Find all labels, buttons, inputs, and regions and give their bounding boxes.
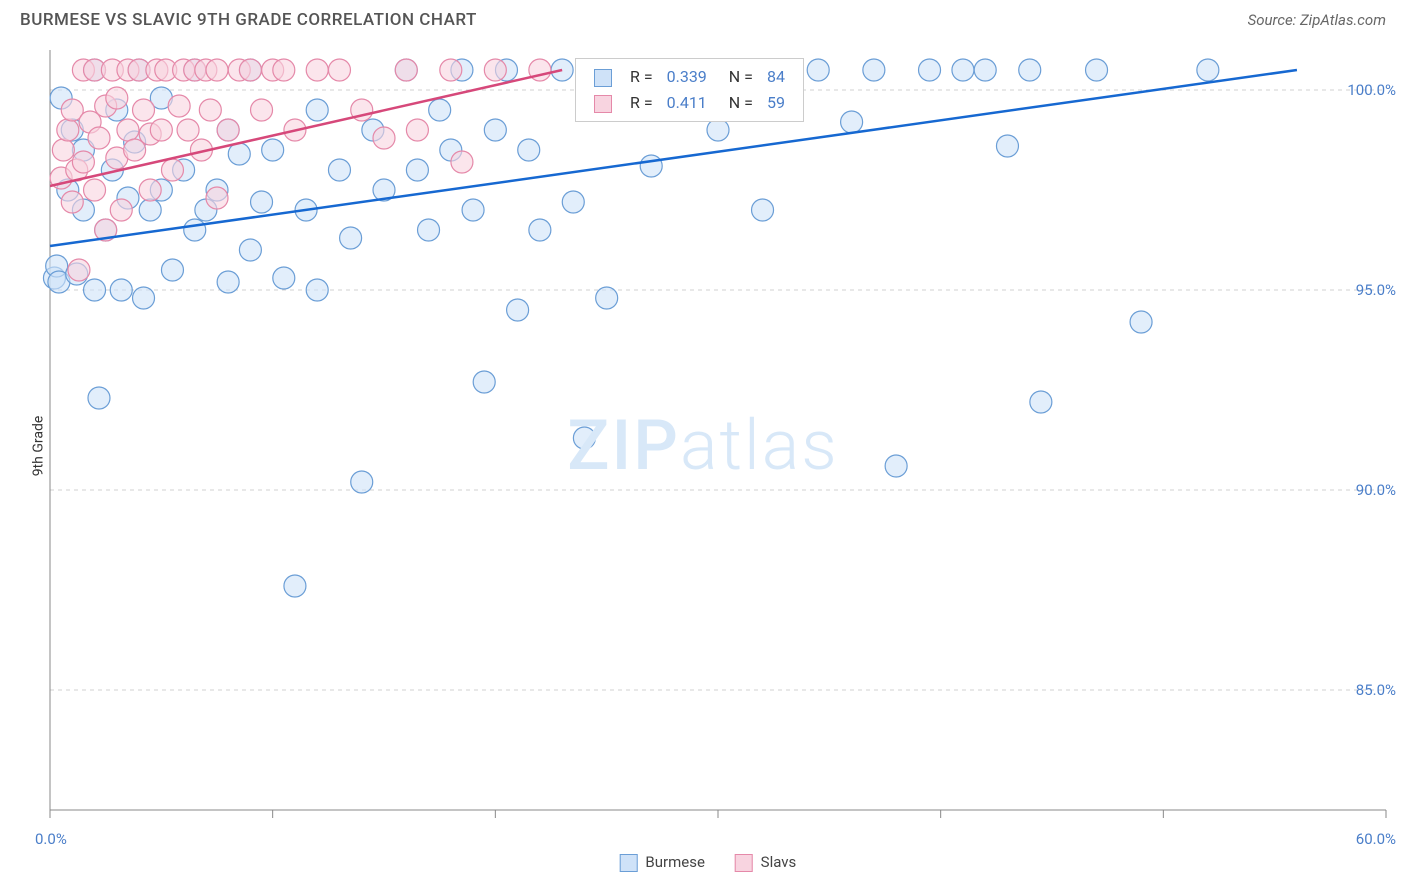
series-legend: Burmese Slavs [600, 853, 807, 872]
y-tick-label: 85.0% [1356, 681, 1396, 699]
stats-legend-table: R =0.339N =84R =0.411N =59 [586, 63, 793, 117]
n-label: N = [715, 91, 759, 115]
r-label: R = [624, 91, 659, 115]
n-label: N = [715, 65, 759, 89]
legend-swatch [620, 854, 638, 872]
scatter-chart [0, 0, 1406, 892]
stats-legend: R =0.339N =84R =0.411N =59 [575, 58, 804, 122]
y-tick-label: 100.0% [1347, 81, 1396, 99]
y-tick-label: 95.0% [1356, 281, 1396, 299]
x-tick-label: 60.0% [1356, 830, 1396, 848]
legend-swatch [594, 95, 612, 113]
r-value: 0.339 [661, 65, 713, 89]
legend-label: Burmese [642, 853, 705, 871]
legend-label: Slavs [757, 853, 796, 871]
legend-swatch [735, 854, 753, 872]
legend-swatch [594, 69, 612, 87]
r-value: 0.411 [661, 91, 713, 115]
x-tick-label: 0.0% [35, 830, 67, 848]
n-value: 84 [761, 65, 791, 89]
n-value: 59 [761, 91, 791, 115]
stats-legend-row: R =0.411N =59 [588, 91, 791, 115]
r-label: R = [624, 65, 659, 89]
stats-legend-row: R =0.339N =84 [588, 65, 791, 89]
y-tick-label: 90.0% [1356, 481, 1396, 499]
